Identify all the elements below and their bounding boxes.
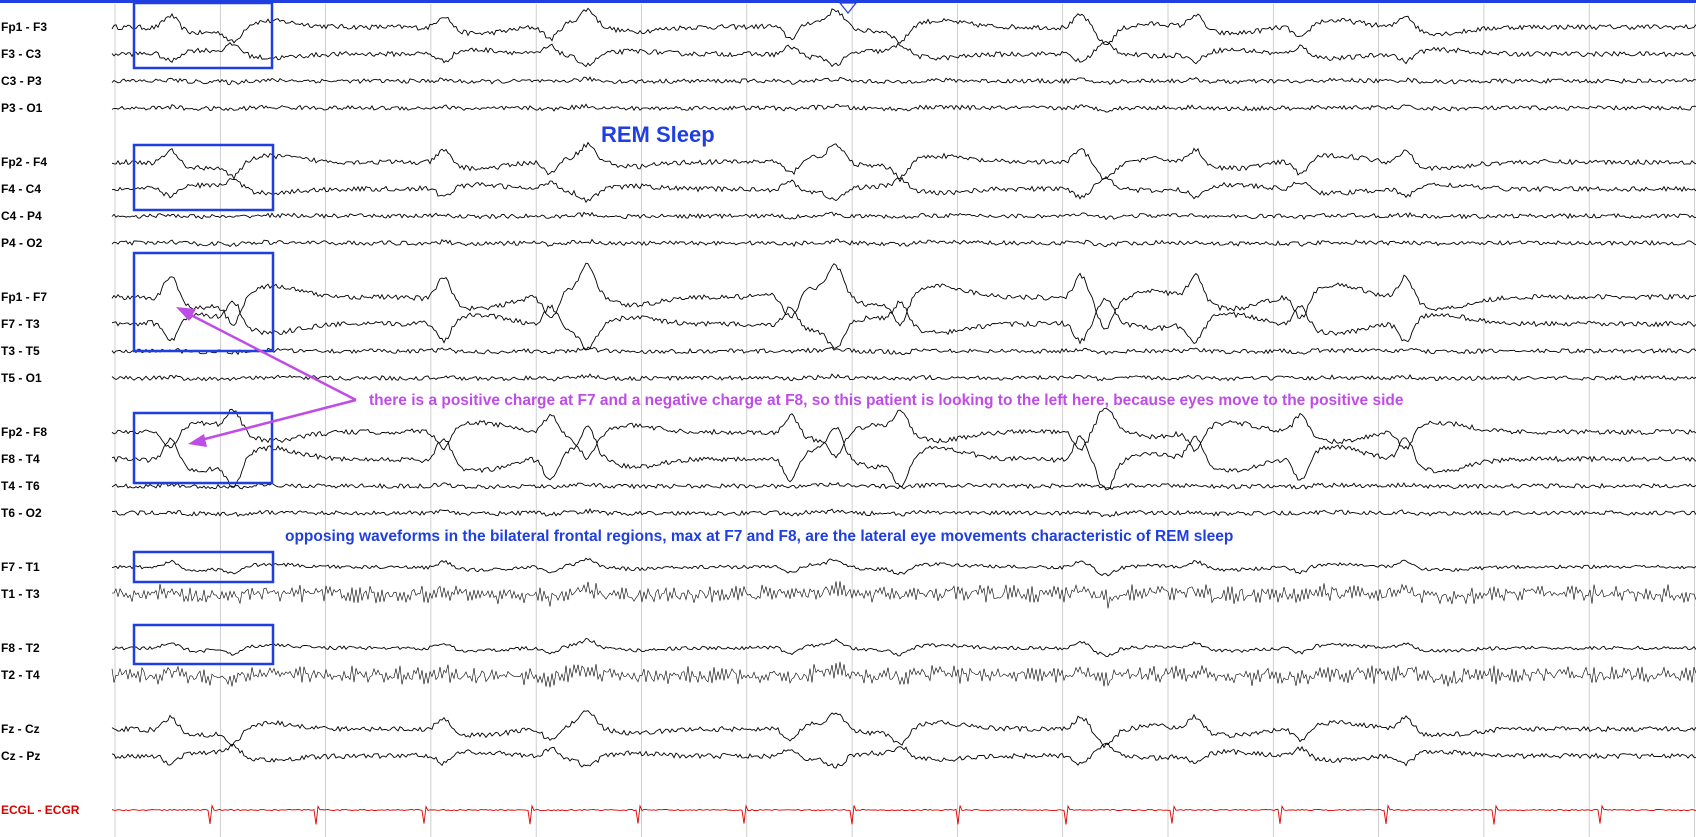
- arrow-head-icon: [176, 307, 196, 321]
- trace-f4-c4: [111, 175, 1696, 204]
- channel-label: F3 - C3: [1, 47, 41, 61]
- highlight-box: [132, 550, 275, 584]
- channel-label: Fp1 - F3: [1, 20, 47, 34]
- channel-label: F7 - T1: [1, 560, 40, 574]
- trace-p3-o1: [111, 103, 1696, 113]
- trace-f7-t3: [111, 297, 1696, 351]
- channel-label: Cz - Pz: [1, 749, 40, 763]
- highlight-box: [132, 251, 275, 353]
- channel-label: Fz - Cz: [1, 722, 40, 736]
- trace-p4-o2: [111, 238, 1696, 248]
- trace-t2-t4: [111, 661, 1696, 688]
- arrow-annotation: there is a positive charge at F7 and a n…: [369, 392, 1404, 409]
- trace-f7-t1: [111, 557, 1696, 577]
- page-title: REM Sleep: [601, 122, 715, 147]
- trace-fp2-f4: [111, 141, 1696, 181]
- highlight-box: [132, 623, 275, 666]
- channel-labels: Fp1 - F3 F3 - C3 C3 - P3 P3 - O1 Fp2 - F4 F4 …: [1, 20, 80, 817]
- trace-fp1-f7: [111, 262, 1696, 330]
- trace-cz-pz: [111, 742, 1696, 769]
- arrow-to-f8: [196, 398, 357, 443]
- channel-label: P4 - O2: [1, 236, 43, 250]
- channel-label: F4 - C4: [1, 182, 41, 196]
- channel-label: T4 - T6: [1, 479, 40, 493]
- trace-f3-c3: [111, 40, 1696, 68]
- top-bar: [0, 0, 1696, 3]
- channel-label: Fp1 - F7: [1, 290, 47, 304]
- highlight-box: [132, 411, 274, 485]
- trace-c3-p3: [111, 76, 1696, 86]
- channel-label: T1 - T3: [1, 587, 40, 601]
- channel-label: F7 - T3: [1, 317, 40, 331]
- trace-t3-t5: [111, 346, 1696, 356]
- trace-t6-o2: [111, 508, 1696, 518]
- highlight-boxes: [132, 1, 275, 666]
- channel-label: C4 - P4: [1, 209, 42, 223]
- trace-c4-p4: [111, 211, 1696, 221]
- summary-annotation: opposing waveforms in the bilateral fron…: [285, 528, 1233, 545]
- trace-fp1-f3: [111, 7, 1696, 45]
- trace-t5-o1: [111, 373, 1696, 382]
- channel-traces: [111, 7, 1696, 825]
- channel-label: ECGL - ECGR: [1, 803, 80, 817]
- highlight-box: [132, 1, 274, 70]
- channel-label: F8 - T2: [1, 641, 40, 655]
- annotation-arrows: [176, 307, 357, 447]
- channel-label: F8 - T4: [1, 452, 40, 466]
- trace-ecgl-ecgr: [111, 804, 1696, 825]
- channel-label: T2 - T4: [1, 668, 40, 682]
- highlight-box: [132, 143, 275, 212]
- channel-label: T6 - O2: [1, 506, 42, 520]
- time-marker-icon[interactable]: [838, 2, 858, 14]
- channel-label: C3 - P3: [1, 74, 42, 88]
- trace-f8-t2: [111, 637, 1696, 657]
- trace-t4-t6: [111, 482, 1696, 491]
- time-gridlines: [114, 4, 1695, 837]
- channel-label: T5 - O1: [1, 371, 42, 385]
- channel-label: Fp2 - F4: [1, 155, 47, 169]
- channel-label: T3 - T5: [1, 344, 40, 358]
- trace-fp2-f8: [111, 407, 1696, 461]
- trace-f8-t4: [111, 425, 1696, 490]
- channel-label: Fp2 - F8: [1, 425, 47, 439]
- arrow-to-f7: [184, 310, 357, 402]
- trace-fz-cz: [111, 710, 1696, 749]
- arrow-head-icon: [188, 434, 207, 447]
- channel-label: P3 - O1: [1, 101, 43, 115]
- trace-t1-t3: [111, 581, 1696, 609]
